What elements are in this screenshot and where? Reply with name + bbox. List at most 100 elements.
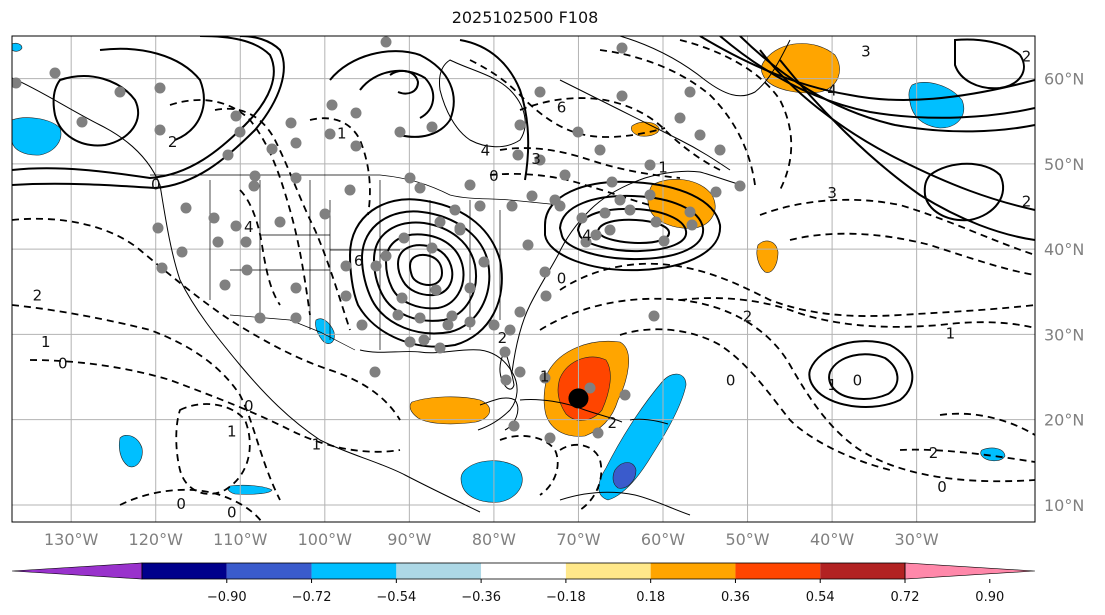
station-dot [614,194,626,206]
station-dot [592,427,604,439]
high-ring-5 [396,244,454,297]
station-dot [644,159,656,171]
dashed-contour-5 [119,488,263,522]
solid-contour-6 [359,69,435,119]
station-dot [398,232,410,244]
station-dot [616,90,628,102]
station-dot [76,116,88,128]
contour-value-label: 0 [726,372,736,390]
latitude-label: 10°N [1044,496,1084,515]
contour-value-label: 4 [827,82,837,100]
dashed-contour-12 [499,147,681,179]
greenland [619,36,791,97]
colorbar-tick-label: −0.90 [207,590,247,605]
station-dot [114,86,126,98]
positive-anomaly-mexico [409,396,490,425]
station-dot [249,170,261,182]
north-atlantic-high-4 [759,49,1035,211]
colorbar-swatch [142,563,227,579]
station-dot [176,246,188,258]
colorbar-tick-label: −0.54 [376,590,416,605]
station-dot [539,266,551,278]
north-atlantic-high-7 [954,38,1025,90]
south-america-north [559,491,691,516]
station-dot [464,316,476,328]
contour-value-label: 0 [58,355,68,373]
contour-value-label: 0 [176,495,186,513]
station-dot [241,264,253,276]
station-dot [684,86,696,98]
station-dot [222,149,234,161]
latitude-label: 60°N [1044,70,1084,89]
station-dot [500,374,512,386]
station-dot [434,342,446,354]
station-dot [404,172,416,184]
station-dot [290,312,302,324]
station-dot [512,149,524,161]
colorbar-lower-extend [11,562,143,580]
station-dot [156,262,168,274]
colorbar-swatch [396,563,482,579]
station-dot [624,204,636,216]
latitude-label: 50°N [1044,155,1084,174]
station-dot [508,420,520,432]
hudson-bay [439,59,526,148]
high-ring-4 [384,233,465,310]
dashed-contour-4 [175,403,251,495]
atlantic-high-ring-4 [596,218,670,245]
longitude-tick-labels: 130°W 120°W 110°W 100°W 90°W 80°W 70°W 60°W 50°W… [44,530,939,549]
station-dot [230,220,242,232]
station-dot [616,42,628,54]
contour-value-label: 1 [312,436,322,454]
dashed-contour-8 [239,189,281,306]
colorbar-tick-label: 0.54 [806,590,835,605]
contour-value-label: 3 [861,42,871,60]
station-dot [686,219,698,231]
station-dot [356,319,368,331]
station-dot [714,144,726,156]
station-dot [694,129,706,141]
colorbar-outline [141,562,906,580]
colorbar-tick-label: −0.72 [292,590,332,605]
station-dot [464,282,476,294]
east-coast [511,170,746,373]
station-dot [514,366,526,378]
colorbar-tick-label: −0.18 [546,590,586,605]
contour-value-label: 2 [168,133,178,151]
solid-contour-8 [459,39,530,181]
station-dot [290,137,302,149]
longitude-label: 60°W [641,530,685,549]
station-dot [350,107,362,119]
contour-value-label: 1 [337,124,347,142]
station-dot [522,239,534,251]
atlantic-high-ring-1 [544,180,722,272]
dashed-contour-21 [789,232,1035,276]
mid-atlantic-high-2 [828,353,899,400]
contour-value-label: 1 [227,423,237,441]
station-dot [454,224,466,236]
station-dot [499,346,511,358]
longitude-label: 100°W [298,530,353,549]
station-dot [446,310,458,322]
station-dot [380,36,392,48]
contour-value-label: 1 [658,158,668,176]
station-dot [326,99,338,111]
contour-value-label: 2 [1022,48,1032,66]
dashed-contour-11 [519,97,721,171]
north-atlantic-high-6 [923,162,1005,222]
station-dot [212,236,224,248]
station-dot [154,124,166,136]
station-dot [369,366,381,378]
station-dot [234,126,246,138]
longitude-label: 50°W [725,530,769,549]
station-dot [606,176,618,188]
negative-anomaly-central-america [460,460,523,503]
dashed-contour-17 [539,297,1035,483]
station-dot [619,389,631,401]
station-dot [576,212,588,224]
north-atlantic-high-5 [779,59,1035,241]
labrador [559,79,731,171]
